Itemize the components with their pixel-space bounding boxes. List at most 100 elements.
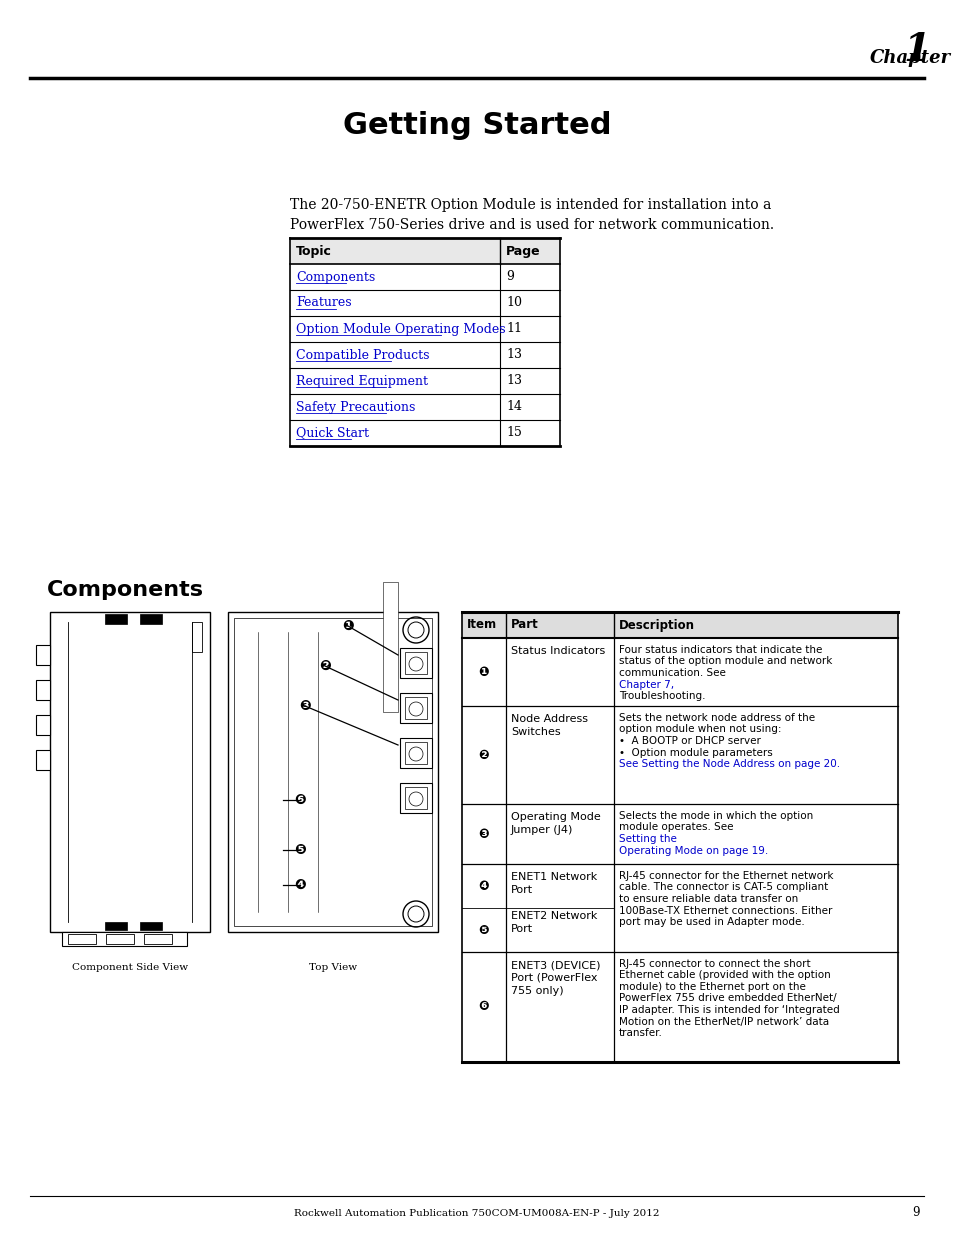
Text: ENET1 Network: ENET1 Network (511, 872, 597, 882)
Text: RJ-45 connector for the Ethernet network: RJ-45 connector for the Ethernet network (618, 871, 833, 881)
Text: IP adapter. This is intended for ‘Integrated: IP adapter. This is intended for ‘Integr… (618, 1005, 839, 1015)
Text: Setting the: Setting the (618, 834, 677, 844)
Bar (106, 934, 133, 944)
Text: Ethernet cable (provided with the option: Ethernet cable (provided with the option (618, 971, 830, 981)
Text: Switches: Switches (511, 727, 560, 737)
Bar (399, 739, 432, 768)
Text: Selects the mode in which the option: Selects the mode in which the option (618, 811, 812, 821)
Bar (105, 923, 127, 930)
Text: 11: 11 (505, 322, 521, 336)
Text: Jumper (J4): Jumper (J4) (511, 825, 573, 835)
Text: transfer.: transfer. (618, 1028, 662, 1037)
Bar (36, 750, 50, 769)
Bar (36, 645, 50, 664)
Text: RJ-45 connector to connect the short: RJ-45 connector to connect the short (618, 960, 810, 969)
Bar (36, 715, 50, 735)
Text: ❻: ❻ (478, 1000, 489, 1014)
Text: 9: 9 (911, 1207, 919, 1219)
Text: 755 only): 755 only) (511, 986, 563, 995)
Bar (399, 648, 432, 678)
Text: 1: 1 (902, 31, 929, 69)
Bar (405, 742, 427, 764)
Bar (405, 652, 427, 674)
Text: 15: 15 (505, 426, 521, 440)
Bar (105, 614, 127, 624)
Text: Four status indicators that indicate the: Four status indicators that indicate the (618, 645, 821, 655)
Bar (405, 697, 427, 719)
Bar (233, 618, 432, 926)
Text: Getting Started: Getting Started (342, 110, 611, 140)
Text: ❻: ❻ (294, 793, 306, 806)
Text: ❷: ❷ (319, 659, 331, 673)
Text: option module when not using:: option module when not using: (618, 725, 781, 735)
Text: Features: Features (295, 296, 352, 310)
Text: ❺: ❺ (478, 924, 489, 936)
Text: cable. The connector is CAT-5 compliant: cable. The connector is CAT-5 compliant (618, 883, 827, 893)
Bar (50, 613, 210, 932)
Text: Compatible Products: Compatible Products (295, 348, 429, 362)
Text: The 20-750-ENETR Option Module is intended for installation into a: The 20-750-ENETR Option Module is intend… (290, 198, 771, 212)
Bar (140, 614, 162, 624)
Text: Component Side View: Component Side View (71, 962, 188, 972)
Text: PowerFlex 755 drive embedded EtherNet/: PowerFlex 755 drive embedded EtherNet/ (618, 993, 836, 1004)
Text: ❺: ❺ (294, 844, 306, 857)
Bar (382, 582, 397, 713)
Bar (62, 932, 187, 946)
Bar (228, 613, 437, 932)
Text: ENET3 (DEVICE): ENET3 (DEVICE) (511, 960, 599, 969)
Text: port may be used in Adapter mode.: port may be used in Adapter mode. (618, 918, 804, 927)
Text: ❶: ❶ (478, 666, 489, 678)
Text: Troubleshooting.: Troubleshooting. (618, 692, 705, 701)
Text: 14: 14 (505, 400, 521, 414)
Text: Port: Port (511, 924, 533, 934)
Text: Top View: Top View (309, 962, 356, 972)
Text: Port (PowerFlex: Port (PowerFlex (511, 973, 597, 983)
Text: Description: Description (618, 619, 695, 631)
Text: Page: Page (505, 245, 540, 258)
Text: Chapter: Chapter (869, 49, 950, 67)
Text: to ensure reliable data transfer on: to ensure reliable data transfer on (618, 894, 798, 904)
Text: ❹: ❹ (294, 878, 306, 892)
Text: ENET2 Network: ENET2 Network (511, 911, 597, 921)
Text: Required Equipment: Required Equipment (295, 374, 428, 388)
Text: Sets the network node address of the: Sets the network node address of the (618, 713, 814, 722)
Text: Components: Components (47, 580, 204, 600)
Text: 100Base-TX Ethernet connections. Either: 100Base-TX Ethernet connections. Either (618, 905, 832, 915)
Text: 13: 13 (505, 374, 521, 388)
Text: Operating Mode: Operating Mode (511, 811, 600, 823)
Text: module operates. See: module operates. See (618, 823, 736, 832)
Text: Node Address: Node Address (511, 714, 587, 724)
Bar (144, 934, 172, 944)
Text: Safety Precautions: Safety Precautions (295, 400, 415, 414)
Text: PowerFlex 750-Series drive and is used for network communication.: PowerFlex 750-Series drive and is used f… (290, 219, 773, 232)
Text: •  Option module parameters: • Option module parameters (618, 747, 772, 757)
Text: Status Indicators: Status Indicators (511, 646, 604, 656)
Text: Option Module Operating Modes: Option Module Operating Modes (295, 322, 505, 336)
Bar (192, 622, 202, 652)
Text: ❷: ❷ (478, 748, 489, 762)
Text: ❸: ❸ (478, 827, 489, 841)
Text: ❹: ❹ (478, 879, 489, 893)
Text: Quick Start: Quick Start (295, 426, 369, 440)
Text: See Setting the Node Address on page 20.: See Setting the Node Address on page 20. (618, 760, 840, 769)
Bar (399, 693, 432, 722)
Text: 13: 13 (505, 348, 521, 362)
Text: Part: Part (511, 619, 538, 631)
Text: Port: Port (511, 885, 533, 895)
Text: ❶: ❶ (342, 619, 354, 634)
Text: Item: Item (467, 619, 497, 631)
Text: module) to the Ethernet port on the: module) to the Ethernet port on the (618, 982, 805, 992)
Text: Motion on the EtherNet/IP network’ data: Motion on the EtherNet/IP network’ data (618, 1016, 828, 1026)
Text: status of the option module and network: status of the option module and network (618, 657, 832, 667)
Text: communication. See: communication. See (618, 668, 728, 678)
Text: Chapter 7,: Chapter 7, (618, 679, 674, 689)
Text: Topic: Topic (295, 245, 332, 258)
Text: Rockwell Automation Publication 750COM-UM008A-EN-P - July 2012: Rockwell Automation Publication 750COM-U… (294, 1209, 659, 1218)
Bar (290, 238, 559, 264)
Text: 10: 10 (505, 296, 521, 310)
Text: Operating Mode on page 19.: Operating Mode on page 19. (618, 846, 767, 856)
Bar (461, 613, 897, 638)
Text: •  A BOOTP or DHCP server: • A BOOTP or DHCP server (618, 736, 760, 746)
Bar (140, 923, 162, 930)
Text: ❸: ❸ (299, 699, 311, 713)
